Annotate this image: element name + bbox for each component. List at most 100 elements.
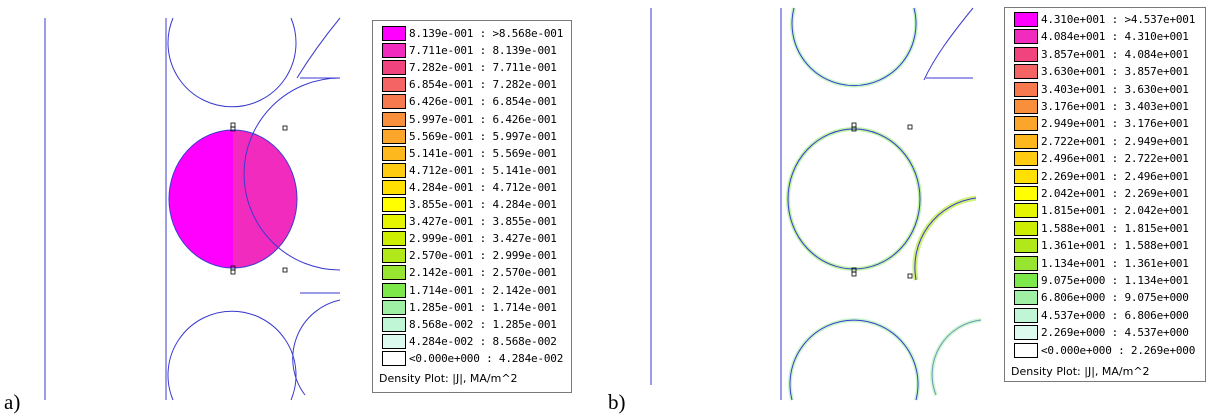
node-marker [907,273,913,279]
legend-title: Density Plot: |J|, MA/m^2 [1011,365,1150,378]
legend-swatch [1014,255,1038,271]
legend-swatch [382,265,406,281]
legend-swatch [382,43,406,59]
legend-range-label: 6.854e-001 : 7.282e-001 [409,78,557,92]
legend-swatch [1014,64,1038,80]
legend-swatch [382,316,406,332]
legend-title: Density Plot: |J|, MA/m^2 [379,372,518,385]
legend-range-label: 7.282e-001 : 7.711e-001 [409,61,557,75]
legend-swatch [1014,29,1038,45]
legend-swatch [1014,307,1038,323]
legend-entry: 3.855e-001 : 4.284e-001 [382,196,557,213]
legend-entry: 1.588e+001 : 1.815e+001 [1014,220,1189,237]
panel-a: 8.139e-001 : >8.568e-001 7.711e-001 : 8.1… [0,0,600,416]
legend-swatch [382,197,406,212]
legend-range-label: 2.949e+001 : 3.176e+001 [1041,117,1189,131]
legend-swatch [382,282,406,298]
legend-swatch [382,248,406,264]
node-marker [230,122,236,128]
legend-entry: 4.537e+000 : 6.806e+000 [1014,307,1189,324]
legend-entry: 5.569e-001 : 5.997e-001 [382,128,557,145]
legend-entry: 3.427e-001 : 3.855e-001 [382,213,557,230]
legend-swatch [1014,203,1038,219]
legend-range-label: 4.284e-002 : 8.568e-002 [409,334,557,348]
legend-swatch [382,111,406,127]
legend-entry: 4.084e+001 : 4.310e+001 [1014,28,1189,45]
legend-range-label: 7.711e-001 : 8.139e-001 [409,44,557,58]
legend-entry: 3.630e+001 : 3.857e+001 [1014,63,1189,80]
legend-range-label: <0.000e+000 : 2.269e+000 [1041,343,1196,357]
conductor-top [791,7,917,87]
node-marker [282,267,288,273]
legend-range-label: 4.712e-001 : 5.141e-001 [409,163,557,177]
legend-entry: 3.403e+001 : 3.630e+001 [1014,81,1189,98]
legend-swatch [382,60,406,76]
legend-entry: 4.284e-002 : 8.568e-002 [382,333,557,350]
legend-entry: 3.176e+001 : 3.403e+001 [1014,98,1189,115]
legend-entry: 3.857e+001 : 4.084e+001 [1014,46,1189,63]
legend-range-label: 6.806e+000 : 9.075e+000 [1041,291,1189,305]
legend-range-label: 1.714e-001 : 2.142e-001 [409,283,557,297]
legend-range-label: 8.139e-001 : >8.568e-001 [409,27,564,40]
legend-entry: 7.711e-001 : 8.139e-001 [382,42,557,59]
legend-swatch [382,128,406,144]
legend-swatch [1014,186,1038,201]
legend-range-label: 2.042e+001 : 2.269e+001 [1041,187,1189,200]
legend-swatch [1014,168,1038,184]
legend-entry: 4.310e+001 : >4.537e+001 [1014,11,1195,28]
legend-swatch [382,299,406,315]
legend-range-label: 4.084e+001 : 4.310e+001 [1041,30,1189,44]
legend-swatch [382,333,406,349]
legend-range-label: 2.142e-001 : 2.570e-001 [409,266,557,280]
conductor-middle-outline [787,128,921,270]
conductor-bottom [789,319,919,401]
node-marker [851,126,857,132]
conductor-bottom [167,310,297,401]
legend-entry: 5.997e-001 : 6.426e-001 [382,111,557,128]
conductor-right-mid [914,197,977,281]
conductor-top [167,17,297,108]
legend-entry: 8.139e-001 : >8.568e-001 [382,25,563,42]
legend-range-label: 5.141e-001 : 5.569e-001 [409,146,557,160]
node-marker [230,269,236,275]
conductor-middle-edge-glow [786,127,922,271]
legend-range-label: 3.630e+001 : 3.857e+001 [1041,65,1189,79]
node-marker [282,125,288,131]
legend-range-label: 3.427e-001 : 3.855e-001 [409,215,557,229]
legend-range-label: 4.310e+001 : >4.537e+001 [1041,13,1196,26]
conductor-middle-outline [168,129,298,269]
legend-swatch [382,350,406,366]
legend-swatch [382,26,406,41]
panel-label: a) [4,390,21,414]
legend-swatch [1014,238,1038,254]
conductor-right-lower [292,299,341,396]
panel-a-geometry [44,17,341,401]
legend-range-label: 4.284e-001 : 4.712e-001 [409,180,557,194]
legend-swatch [1014,99,1038,114]
conductor-middle-right-half [233,130,297,268]
legend-range-label: 3.176e+001 : 3.403e+001 [1041,100,1189,113]
legend-swatch [1014,151,1038,167]
legend-entry: 7.282e-001 : 7.711e-001 [382,59,557,76]
legend-range-label: 5.569e-001 : 5.997e-001 [409,129,557,143]
conductor-right-mid-edge-glow [912,195,977,281]
conductor-right-upper-edge [923,7,974,81]
legend-swatch [382,94,406,110]
legend-swatch [1014,325,1038,341]
node-marker [851,271,857,277]
legend-entry: 4.284e-001 : 4.712e-001 [382,179,557,196]
legend-range-label: 3.855e-001 : 4.284e-001 [409,198,557,211]
legend-swatch [382,179,406,195]
legend-range-label: 4.537e+000 : 6.806e+000 [1041,308,1189,322]
node-marker [230,126,236,132]
legend-range-label: 3.857e+001 : 4.084e+001 [1041,47,1189,61]
legend-entry: 5.141e-001 : 5.569e-001 [382,145,557,162]
legend-swatch [1014,81,1038,97]
legend-entry: <0.000e+000 : 2.269e+000 [1014,342,1195,359]
legend-range-label: 1.134e+001 : 1.361e+001 [1041,256,1189,270]
legend-entry: 2.570e-001 : 2.999e-001 [382,247,557,264]
legend-entry: 2.722e+001 : 2.949e+001 [1014,133,1189,150]
legend-range-label: 1.361e+001 : 1.588e+001 [1041,239,1189,253]
legend-entry: 2.142e-001 : 2.570e-001 [382,264,557,281]
legend-entry: 2.269e+001 : 2.496e+001 [1014,168,1189,185]
